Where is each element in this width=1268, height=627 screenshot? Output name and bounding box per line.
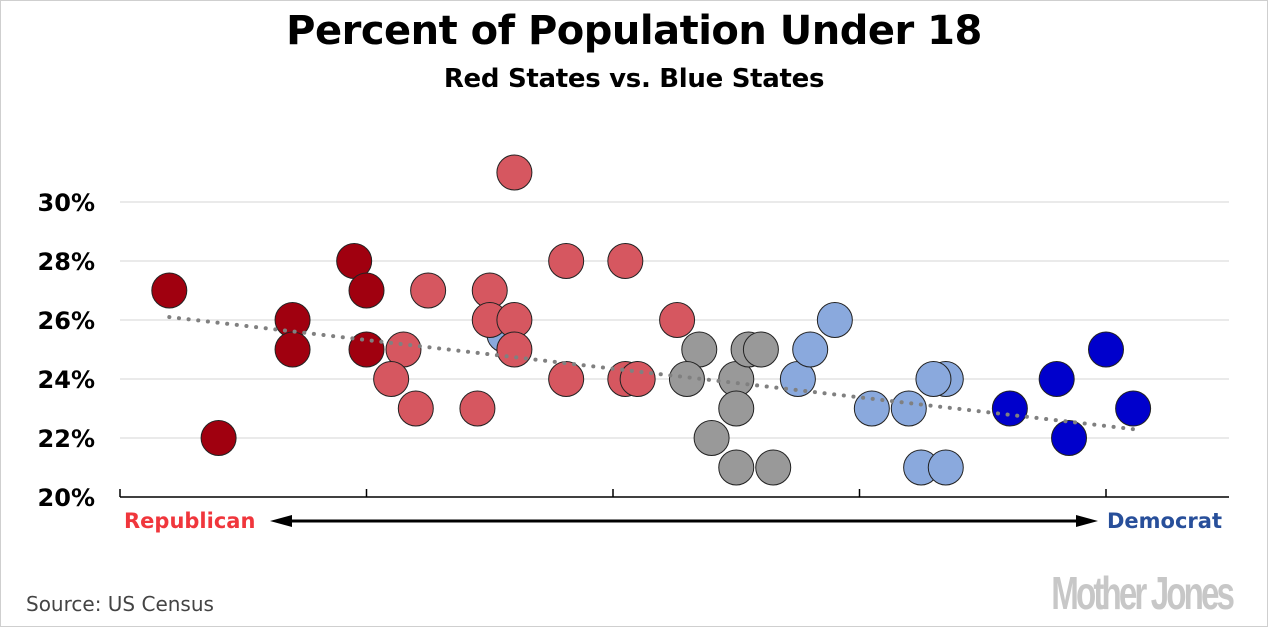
chart-subtitle: Red States vs. Blue States [443,64,825,94]
data-point [718,390,755,427]
trendline-path [167,315,1136,432]
data-point [496,154,533,191]
source-note: Source: US Census [26,592,214,616]
data-point [1115,390,1152,427]
partisan-arrow [270,515,1098,527]
republican-label: Republican [124,509,256,533]
data-point [792,331,829,368]
y-axis-ticks: 20% 22% 24% 26% 28% 30% [38,189,95,512]
x-axis [119,489,1229,498]
y-tick-label: 20% [38,484,95,512]
y-tick-label: 26% [38,307,95,335]
democrat-label: Democrat [1107,509,1222,533]
data-point [1051,420,1088,456]
data-point [274,331,311,368]
brand-logo: Mother Jones [1051,567,1235,619]
y-tick-label: 22% [38,425,95,453]
chart-title: Percent of Population Under 18 [286,8,982,54]
data-point [991,390,1028,427]
y-tick-label: 28% [38,248,95,276]
data-point [853,390,890,427]
data-point [1038,361,1075,397]
data-point [1088,331,1124,368]
data-point [410,272,447,309]
data-point [915,361,952,397]
data-point [548,361,585,397]
data-point [548,243,585,279]
arrow-left-head-icon [270,515,292,527]
arrow-right-head-icon [1076,515,1098,527]
data-point [607,243,644,279]
data-points [151,154,1152,486]
data-point [693,420,730,456]
data-point [348,272,385,309]
trendline [167,315,1136,432]
data-point [718,449,755,486]
data-point [890,390,927,427]
data-point [619,361,656,397]
data-point [348,331,385,368]
data-point [927,449,964,486]
data-point [151,272,188,309]
data-point [373,361,410,397]
data-point [668,361,705,397]
y-tick-label: 30% [38,189,95,217]
data-point [397,390,434,427]
data-point [742,331,779,368]
data-point [755,449,792,486]
data-point [459,390,496,427]
data-point [496,331,533,368]
data-point [816,302,853,338]
data-point [659,302,696,338]
data-point [200,420,237,456]
y-tick-label: 24% [38,366,95,394]
